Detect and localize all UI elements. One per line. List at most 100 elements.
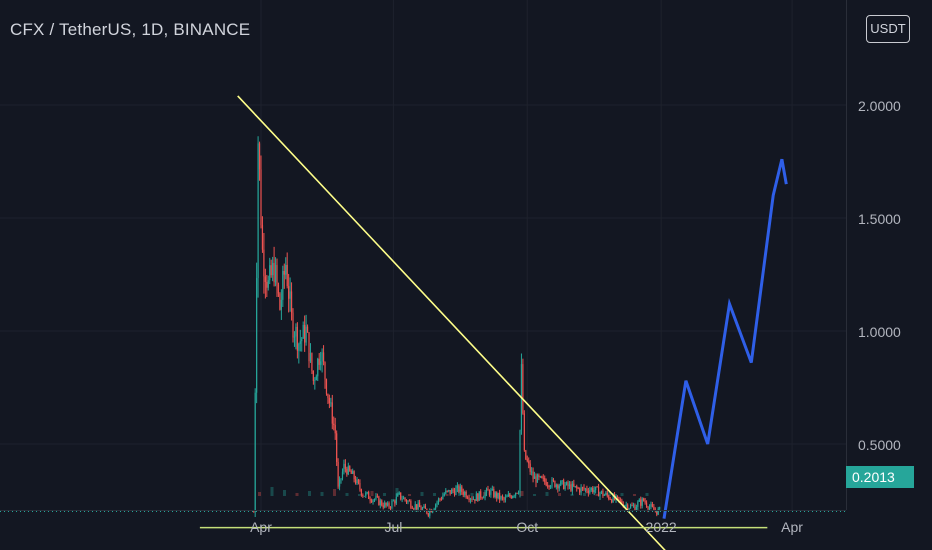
candle-body (589, 490, 591, 493)
candle-body (368, 492, 370, 499)
candle-body (565, 482, 568, 485)
candle-body (539, 476, 541, 478)
candle-body (439, 498, 441, 500)
x-tick-label: 2022 (646, 519, 677, 535)
candle-body (638, 499, 640, 502)
candle-body (365, 492, 367, 496)
candle-body (541, 476, 543, 478)
candle-body (398, 492, 400, 495)
candle-body (283, 270, 285, 275)
candle-body (273, 262, 275, 283)
candle-body (312, 370, 314, 381)
candle-body (264, 276, 266, 282)
candle-body (321, 352, 323, 362)
candle-body (416, 504, 418, 510)
candle-body (384, 502, 386, 508)
candle-body (402, 497, 405, 500)
candle-body (436, 502, 438, 505)
candle-body (612, 494, 614, 503)
candle-body (555, 484, 557, 487)
candle-body (510, 496, 512, 499)
candle-body (465, 491, 467, 498)
x-tick-label: Jul (384, 519, 402, 535)
candle-body (446, 490, 448, 492)
candle-body (376, 496, 378, 498)
candle-body (509, 494, 511, 497)
candle-body (418, 502, 421, 508)
candle-body (570, 484, 572, 491)
y-axis[interactable]: 2.0000 1.5000 1.0000 0.5000 (858, 98, 901, 453)
candle-body (423, 505, 425, 508)
candle-body (298, 343, 300, 351)
candle-body (366, 492, 368, 493)
candle-body (289, 291, 291, 299)
candle-body (618, 496, 620, 500)
candle-body (296, 326, 298, 351)
candle-body (363, 495, 365, 497)
candle-body (512, 496, 514, 499)
candle-body (338, 479, 341, 487)
candle-body (499, 492, 501, 500)
candle-body (459, 486, 461, 492)
candle-body (405, 499, 408, 503)
candle-body (386, 503, 389, 506)
candle-body (378, 496, 380, 506)
candle-body (279, 293, 281, 310)
candle-body (616, 495, 619, 497)
candle-body (507, 494, 509, 497)
candle-body (322, 352, 325, 363)
x-axis[interactable]: Apr Jul Oct 2022 Apr (250, 519, 803, 535)
candle-body (657, 508, 659, 515)
volume-bar (545, 492, 549, 496)
candle-body (407, 500, 409, 503)
candle-body (349, 466, 351, 471)
candle-body (413, 508, 415, 510)
candle-body (609, 499, 611, 500)
candle-body (448, 490, 450, 491)
candle-body (257, 143, 259, 279)
candle-body (603, 494, 605, 496)
volume-bar (445, 494, 449, 496)
trendline (237, 95, 666, 550)
candle-body (581, 487, 584, 489)
y-tick-label: 2.0000 (858, 98, 901, 114)
candle-body (596, 486, 598, 488)
candle-body (299, 341, 301, 344)
candle-body (629, 505, 632, 509)
candle-body (385, 502, 387, 506)
candle-body (490, 490, 492, 495)
drawings[interactable] (0, 95, 846, 550)
candle-body (461, 486, 463, 492)
candles (253, 136, 661, 519)
volume-bar (408, 494, 411, 496)
candle-body (314, 380, 316, 382)
candle-body (304, 324, 306, 343)
candle-body (627, 504, 629, 510)
volume-bar (620, 493, 624, 496)
chart-title: CFX / TetherUS, 1D, BINANCE (10, 20, 251, 39)
candle-body (523, 413, 525, 451)
candle-body (468, 498, 470, 501)
candle-body (597, 486, 600, 497)
candle-body (336, 433, 338, 462)
candle-body (656, 510, 658, 515)
candle-body (373, 499, 376, 501)
volume-bar (345, 493, 349, 496)
candle-body (445, 490, 447, 494)
candle-body (625, 504, 627, 506)
candle-body (606, 492, 608, 496)
candle-body (293, 336, 296, 338)
candle-body (261, 225, 264, 250)
candle-body (391, 500, 393, 508)
candle-body (471, 498, 473, 500)
candle-body (462, 491, 464, 495)
candle-body (394, 500, 396, 504)
candle-body (621, 500, 623, 505)
candle-body (372, 499, 374, 503)
candle-body (317, 358, 319, 377)
currency-button[interactable]: USDT (866, 15, 910, 43)
candle-body (577, 488, 579, 489)
candle-body (644, 500, 646, 503)
candle-body (506, 496, 508, 498)
